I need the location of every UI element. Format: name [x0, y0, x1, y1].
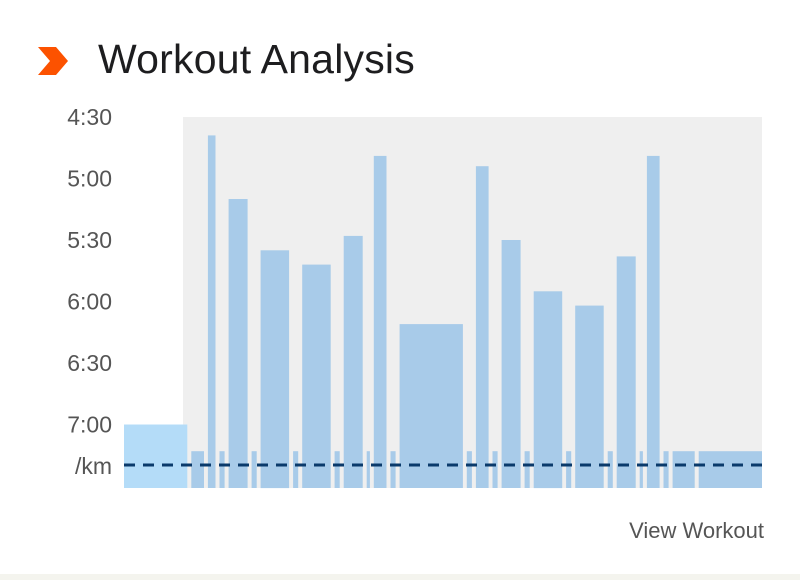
page-title: Workout Analysis — [98, 36, 415, 82]
chevron-right-icon — [38, 47, 68, 75]
bar — [293, 451, 299, 488]
bar — [373, 155, 387, 488]
bar — [191, 451, 204, 488]
y-tick-label: 6:30 — [67, 350, 112, 376]
bar — [399, 324, 463, 488]
pace-chart: 4:30 5:00 5:30 6:00 6:30 7:00 /km — [67, 104, 762, 489]
bar — [334, 451, 340, 488]
bar — [533, 291, 563, 489]
bar — [616, 256, 636, 488]
bar — [639, 451, 643, 488]
bar — [524, 451, 530, 488]
footer-strip — [0, 574, 800, 580]
bar — [219, 451, 225, 488]
bar — [228, 199, 248, 488]
bar — [251, 451, 257, 488]
bar — [475, 166, 489, 488]
y-tick-labels: 4:30 5:00 5:30 6:00 6:30 7:00 — [67, 104, 112, 438]
bar — [698, 451, 762, 488]
bar — [390, 451, 396, 488]
y-tick-label: 5:00 — [67, 166, 112, 192]
bar — [492, 451, 498, 488]
bar — [343, 235, 363, 488]
y-tick-label: 4:30 — [67, 104, 112, 130]
bar — [207, 135, 216, 488]
bar — [260, 250, 290, 489]
bar — [663, 451, 669, 488]
bar — [302, 264, 331, 488]
y-tick-label: 6:00 — [67, 289, 112, 315]
y-unit-label: /km — [75, 453, 112, 479]
bar — [366, 451, 370, 488]
bar — [566, 451, 572, 488]
bar — [672, 451, 695, 488]
y-tick-label: 5:30 — [67, 227, 112, 253]
y-tick-label: 7:00 — [67, 412, 112, 438]
bar — [466, 451, 472, 488]
view-workout-link[interactable]: View Workout — [629, 518, 764, 543]
bar — [646, 155, 660, 488]
bar — [607, 451, 613, 488]
bar — [575, 305, 604, 488]
bar — [501, 240, 521, 488]
bars-layer — [124, 135, 762, 489]
bar — [124, 424, 188, 488]
